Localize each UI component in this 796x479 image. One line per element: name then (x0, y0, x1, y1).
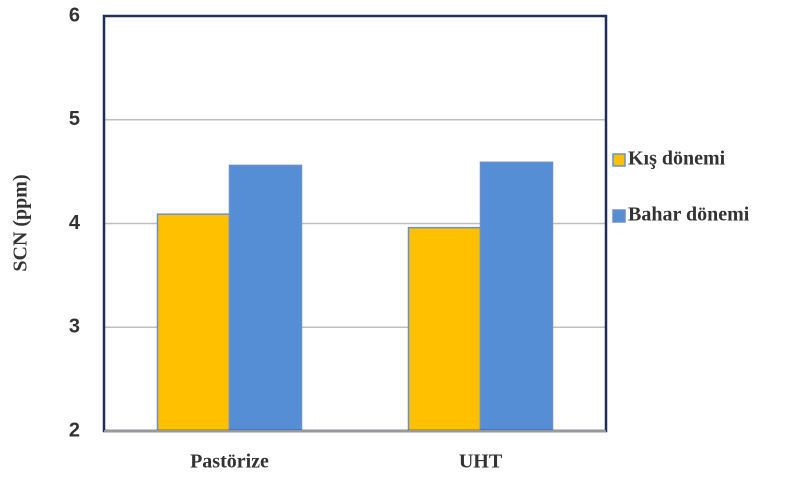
y-axis-title: SCN (ppm) (10, 174, 32, 271)
y-tick-label: 4 (69, 212, 81, 234)
bar (228, 164, 303, 432)
y-tick-label: 5 (69, 108, 80, 130)
legend-swatch (612, 209, 626, 223)
x-tick-label: UHT (459, 451, 503, 473)
y-tick-label: 3 (69, 316, 80, 338)
legend-swatch (612, 153, 626, 167)
legend-label: Kış dönemi (628, 148, 726, 170)
bar (156, 213, 231, 432)
bar (479, 161, 554, 432)
legend-label: Bahar dönemi (628, 204, 750, 226)
y-tick-label: 6 (69, 4, 80, 26)
bar (407, 226, 482, 432)
x-tick-label: Pastörize (190, 451, 269, 473)
y-tick-label: 2 (69, 419, 80, 441)
